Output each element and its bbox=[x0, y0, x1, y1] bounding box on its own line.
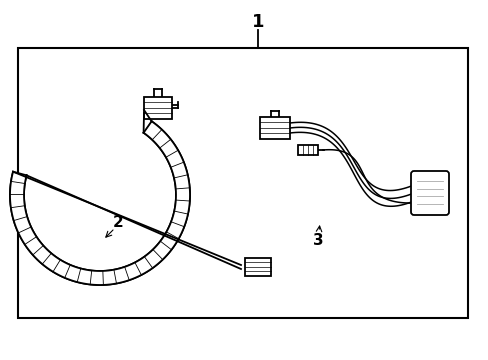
Polygon shape bbox=[10, 121, 190, 285]
Text: 3: 3 bbox=[312, 233, 323, 248]
FancyBboxPatch shape bbox=[410, 171, 448, 215]
Bar bbox=[297, 145, 317, 155]
Text: 1: 1 bbox=[251, 13, 264, 31]
Text: 2: 2 bbox=[112, 215, 123, 230]
Bar bbox=[143, 97, 172, 119]
Bar bbox=[260, 117, 289, 139]
Bar bbox=[244, 258, 270, 276]
Bar bbox=[18, 48, 467, 318]
